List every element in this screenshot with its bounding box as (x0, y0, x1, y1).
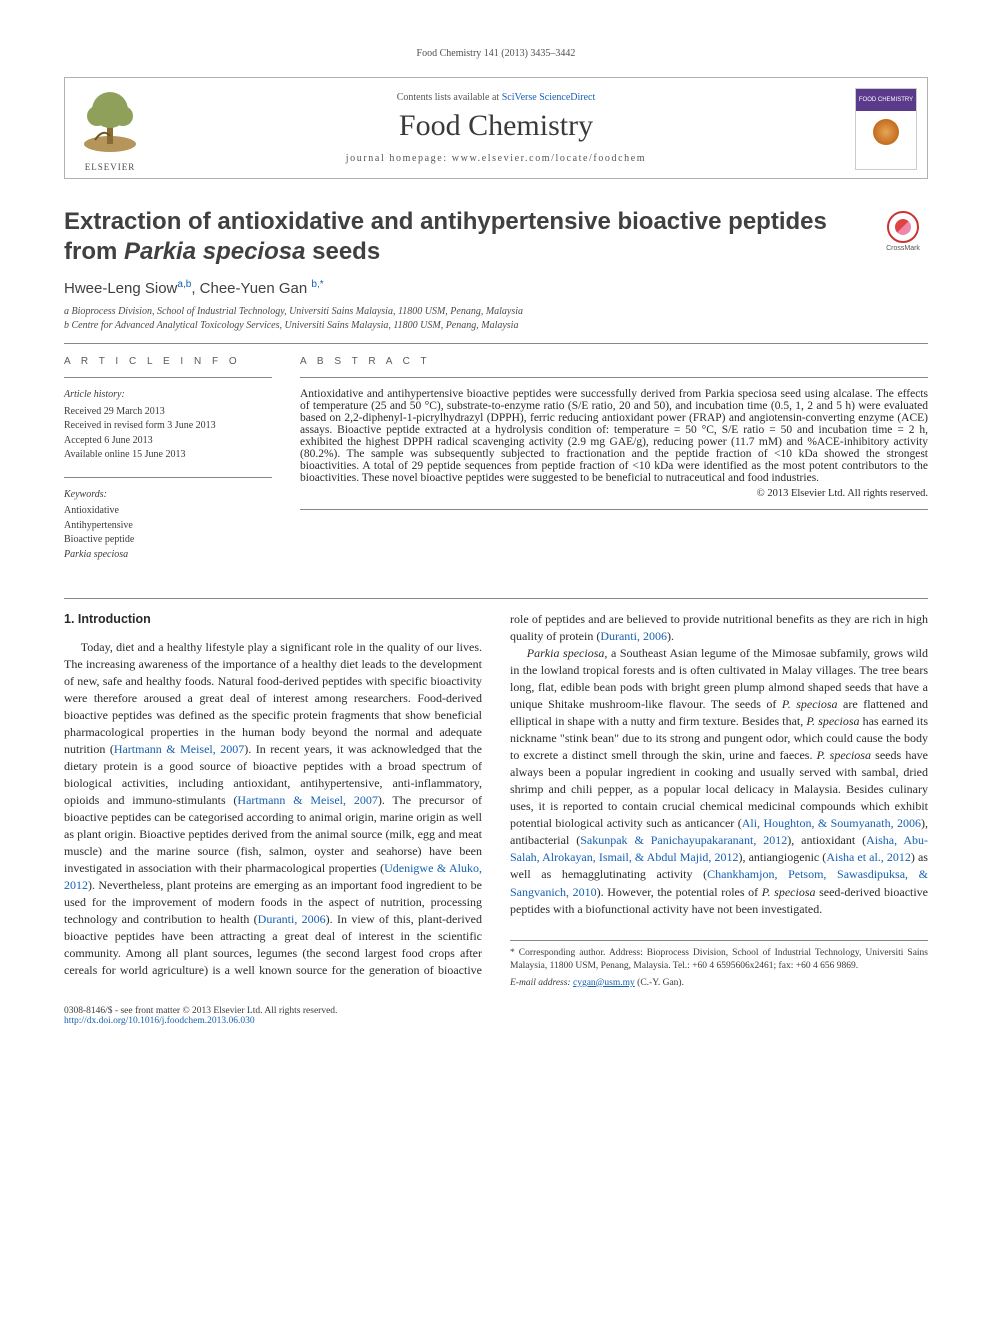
species-name: P. speciosa (762, 885, 816, 899)
citation-link[interactable]: Duranti, 2006 (258, 912, 326, 926)
sciencedirect-link[interactable]: SciVerse ScienceDirect (502, 92, 596, 103)
p1-text-f: ). (667, 629, 674, 643)
body-columns: 1. Introduction Today, diet and a health… (64, 611, 928, 990)
info-divider-1 (64, 377, 272, 378)
citation-link[interactable]: Aisha et al., 2012 (826, 850, 911, 864)
history-accepted: Accepted 6 June 2013 (64, 434, 272, 449)
crossmark-icon (887, 211, 919, 243)
keyword-3: Bioactive peptide (64, 533, 272, 548)
email-line: E-mail address: cygan@usm.my (C.-Y. Gan)… (510, 977, 928, 990)
keywords-block: Keywords: Antioxidative Antihypertensive… (64, 488, 272, 563)
p2-text-i: ). However, the potential roles of (597, 885, 762, 899)
affiliations: a Bioprocess Division, School of Industr… (64, 305, 928, 333)
doi-link[interactable]: http://dx.doi.org/10.1016/j.foodchem.201… (64, 1016, 255, 1026)
email-label: E-mail address: (510, 978, 573, 988)
keyword-4: Parkia speciosa (64, 548, 272, 563)
elsevier-tree-logo (75, 88, 145, 166)
citation-link[interactable]: Hartmann & Meisel, 2007 (237, 793, 377, 807)
author-email-link[interactable]: cygan@usm.my (573, 978, 635, 988)
keyword-1: Antioxidative (64, 504, 272, 519)
homepage-prefix: journal homepage: (346, 153, 452, 164)
author-list: Hwee-Leng Siowa,b, Chee-Yuen Gan b,* (64, 279, 928, 297)
author-1: Hwee-Leng Siow (64, 280, 177, 297)
journal-cover-thumbnail: FOOD CHEMISTRY (855, 88, 917, 170)
cover-brand-text: FOOD CHEMISTRY (859, 97, 913, 103)
journal-header-box: ELSEVIER FOOD CHEMISTRY Contents lists a… (64, 77, 928, 179)
history-online: Available online 15 June 2013 (64, 448, 272, 463)
citation-link[interactable]: Sakunpak & Panichayupakaranant, 2012 (580, 833, 787, 847)
divider-top (64, 343, 928, 344)
abstract-label: A B S T R A C T (300, 356, 928, 367)
author2-affil-link[interactable]: b, (311, 279, 319, 290)
corresponding-star[interactable]: * (320, 279, 324, 290)
citation-link[interactable]: Ali, Houghton, & Soumyanath, 2006 (742, 816, 921, 830)
info-divider-2 (64, 477, 272, 478)
author-2: Chee-Yuen Gan (200, 280, 308, 297)
divider-mid (64, 598, 928, 599)
journal-name: Food Chemistry (165, 109, 827, 143)
abstract-copyright: © 2013 Elsevier Ltd. All rights reserved… (300, 488, 928, 499)
elsevier-wordmark: ELSEVIER (75, 162, 145, 172)
abs-divider-bottom (300, 509, 928, 510)
crossmark-label: CrossMark (878, 245, 928, 252)
species-name: P. speciosa (806, 714, 859, 728)
citation-link[interactable]: Hartmann & Meisel, 2007 (114, 742, 244, 756)
publication-footer: 0308-8146/$ - see front matter © 2013 El… (64, 1006, 928, 1026)
p2-text-f: ), antioxidant ( (787, 833, 866, 847)
crossmark-badge[interactable]: CrossMark (878, 211, 928, 252)
species-name: P. speciosa (817, 748, 871, 762)
title-species: Parkia speciosa (124, 238, 305, 265)
history-received: Received 29 March 2013 (64, 405, 272, 420)
article-info-column: A R T I C L E I N F O Article history: R… (64, 356, 272, 576)
homepage-url: www.elsevier.com/locate/foodchem (452, 153, 646, 164)
article-title: Extraction of antioxidative and antihype… (64, 207, 868, 267)
species-name: P. speciosa (782, 697, 838, 711)
author1-affil-link[interactable]: a,b (177, 279, 191, 290)
citation-link[interactable]: Duranti, 2006 (600, 629, 667, 643)
correspondence-footer: * Corresponding author. Address: Bioproc… (510, 940, 928, 990)
p2-text-g: ), antiangiogenic ( (739, 850, 827, 864)
history-revised: Received in revised form 3 June 2013 (64, 419, 272, 434)
corresponding-author-note: * Corresponding author. Address: Bioproc… (510, 947, 928, 974)
article-info-label: A R T I C L E I N F O (64, 356, 272, 367)
affiliation-b: b Centre for Advanced Analytical Toxicol… (64, 319, 928, 333)
intro-paragraph-2: Parkia speciosa, a Southeast Asian legum… (510, 645, 928, 918)
keywords-heading: Keywords: (64, 488, 272, 503)
title-text-post: seeds (305, 238, 380, 265)
abstract-column: A B S T R A C T Antioxidative and antihy… (300, 356, 928, 576)
p1-text-a: Today, diet and a healthy lifestyle play… (64, 640, 482, 756)
citation-line: Food Chemistry 141 (2013) 3435–3442 (64, 48, 928, 59)
abs-divider-top (300, 377, 928, 378)
email-author-name: (C.-Y. Gan). (635, 978, 684, 988)
history-heading: Article history: (64, 388, 272, 403)
contents-list-line: Contents lists available at SciVerse Sci… (165, 92, 827, 103)
keyword-2: Antihypertensive (64, 519, 272, 534)
journal-homepage-line: journal homepage: www.elsevier.com/locat… (165, 153, 827, 164)
affiliation-a: a Bioprocess Division, School of Industr… (64, 305, 928, 319)
contents-prefix: Contents lists available at (397, 92, 502, 103)
issn-copyright-line: 0308-8146/$ - see front matter © 2013 El… (64, 1006, 337, 1016)
section-heading-introduction: 1. Introduction (64, 611, 482, 629)
article-history: Article history: Received 29 March 2013 … (64, 388, 272, 463)
abstract-text: Antioxidative and antihypertensive bioac… (300, 388, 928, 484)
species-name: Parkia speciosa (527, 646, 605, 660)
